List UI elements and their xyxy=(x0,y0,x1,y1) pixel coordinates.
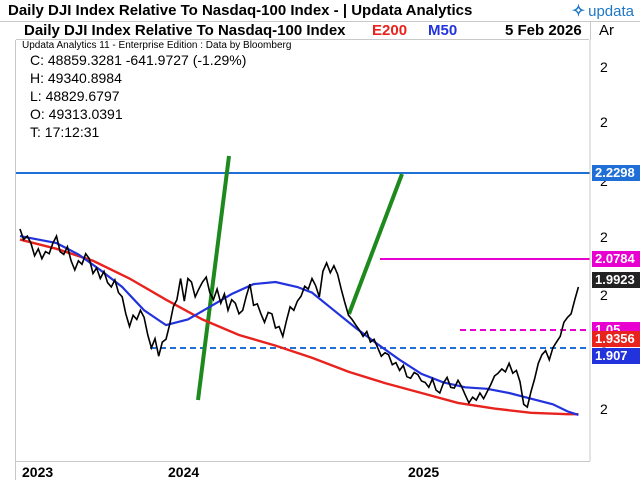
price-line xyxy=(19,228,580,409)
brand-name: updata xyxy=(588,2,634,20)
updata-logo-icon: ✧ xyxy=(571,3,586,20)
trendline-left xyxy=(196,155,231,401)
time-axis: 2023 2024 2025 xyxy=(16,461,590,480)
y-tick-label: 2 xyxy=(600,229,608,245)
x-tick-label: 2023 xyxy=(22,464,54,480)
x-tick-label: 2025 xyxy=(408,464,440,480)
y-tick-label: 2 xyxy=(600,173,608,189)
sma-legend[interactable]: M50 xyxy=(428,22,458,39)
price-tag: 1.9356 xyxy=(592,331,640,347)
price-tag: 2.2298 xyxy=(592,165,640,181)
y-tick-label: 2 xyxy=(600,401,608,417)
right-axis-header: Ar xyxy=(590,22,640,40)
low-value: L: 48829.6797 xyxy=(30,88,120,104)
window-title: Daily DJI Index Relative To Nasdaq-100 I… xyxy=(8,2,473,19)
trendline-right xyxy=(347,173,404,315)
chart-title: Daily DJI Index Relative To Nasdaq-100 I… xyxy=(24,22,346,39)
chart-header: Daily DJI Index Relative To Nasdaq-100 I… xyxy=(16,22,589,40)
y-tick-label: 2 xyxy=(600,287,608,303)
y-tick-label: 2 xyxy=(600,114,608,130)
open-value: O: 49313.0391 xyxy=(30,106,123,122)
time-value: T: 17:12:31 xyxy=(30,124,100,140)
price-tag: 1.907 xyxy=(592,348,640,364)
window-title-bar: Daily DJI Index Relative To Nasdaq-100 I… xyxy=(0,0,640,22)
trendlines xyxy=(196,155,404,401)
ema-legend[interactable]: E200 xyxy=(372,22,408,39)
sma50-line xyxy=(19,235,579,416)
horizontal-levels xyxy=(16,172,590,349)
price-tag: 2.0784 xyxy=(592,251,640,267)
close-value: C: 48859.3281 -641.9727 (-1.29%) xyxy=(30,52,247,68)
data-credit: Updata Analytics 11 - Enterprise Edition… xyxy=(22,40,292,51)
price-tag: 1.9923 xyxy=(592,272,640,288)
high-value: H: 49340.8984 xyxy=(30,70,122,86)
y-tick-label: 2 xyxy=(600,59,608,75)
brand: ✧ updata xyxy=(572,1,634,21)
left-side-strip xyxy=(0,40,16,480)
chart-date: 5 Feb 2026 xyxy=(505,22,582,39)
right-axis-label: Ar xyxy=(599,22,614,39)
ema200-line xyxy=(19,238,579,416)
x-tick-label: 2024 xyxy=(168,464,200,480)
